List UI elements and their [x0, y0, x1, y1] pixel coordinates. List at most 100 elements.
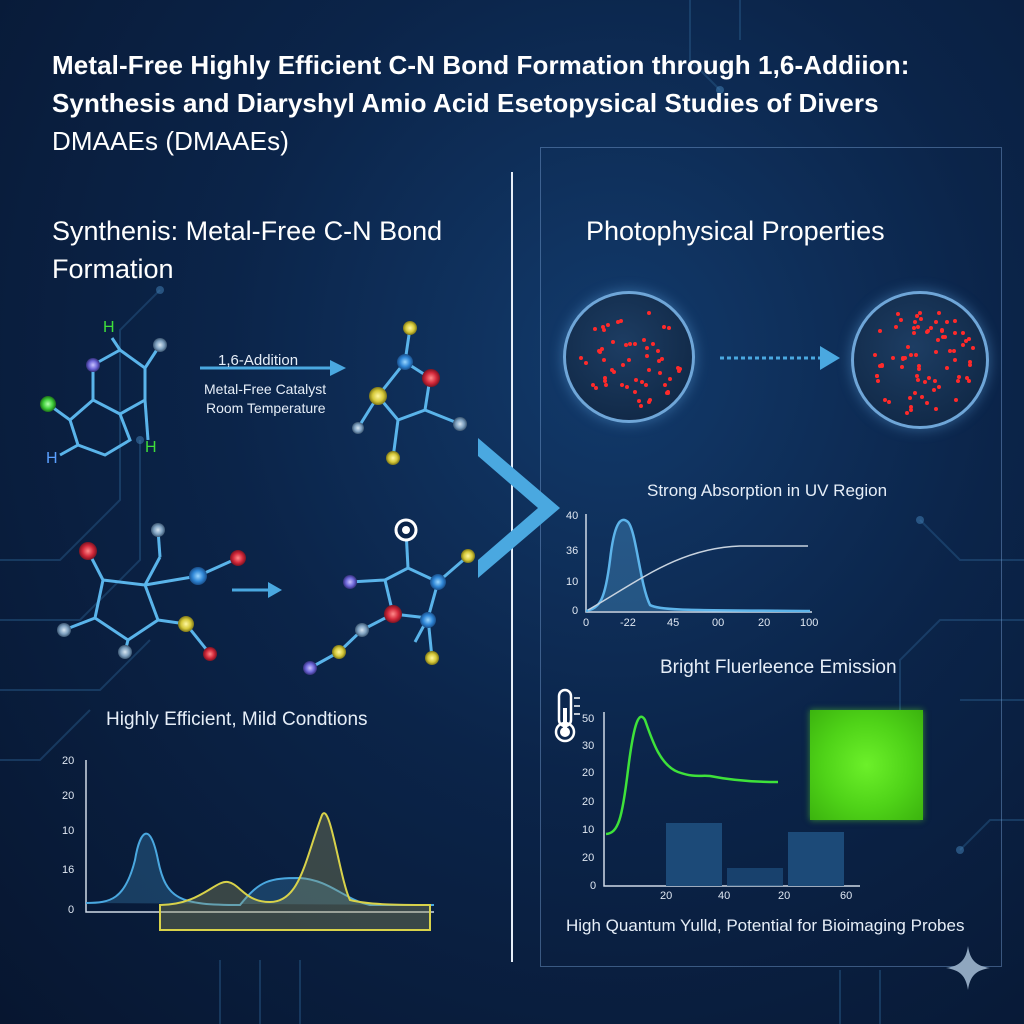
fluorescent-particle: [644, 382, 649, 387]
absorption-x-tick-5: 20: [758, 617, 771, 629]
absorption-y-tick-2: 36: [566, 545, 579, 557]
fluorescent-particle: [616, 319, 621, 324]
emission-y-tick-5: 10: [582, 824, 595, 836]
fluorescent-particle: [666, 389, 671, 394]
fluorescent-particle: [633, 390, 638, 395]
fluorescent-particle: [934, 319, 939, 324]
fluorescent-particle: [639, 379, 644, 384]
fluorescent-particle: [934, 406, 939, 411]
fluorescent-particle: [887, 399, 892, 404]
fluorescent-particle: [964, 338, 969, 343]
fluorescent-particle: [601, 325, 606, 330]
fluorescent-particle: [642, 337, 647, 342]
fluorescent-particle: [657, 359, 662, 364]
fluorescent-particle: [952, 357, 957, 362]
fluorescent-particle: [911, 331, 916, 336]
fluorescent-particle: [951, 348, 956, 353]
efficiency-y-tick-4: 16: [62, 864, 75, 876]
fluorescent-particle: [967, 363, 972, 368]
fluorescent-particle: [937, 385, 942, 390]
fluorescent-particle: [913, 353, 918, 358]
emission-x-tick-2: 40: [718, 890, 731, 902]
fluorescent-particle: [600, 347, 605, 352]
chevron-right-icon: [478, 438, 560, 578]
emission-y-tick-7: 0: [590, 880, 597, 892]
efficiency-y-tick-2: 20: [62, 790, 75, 802]
fluorescent-particle: [609, 367, 614, 372]
fluorescent-particle: [945, 319, 950, 324]
fluorescent-particle: [590, 382, 595, 387]
fluorescent-particle: [916, 378, 921, 383]
condition-catalyst: Metal-Free Catalyst: [204, 381, 327, 397]
fluorescent-particle: [883, 397, 888, 402]
fluorescent-particle: [915, 324, 920, 329]
fluorescent-particle: [676, 369, 681, 374]
fluorescent-particle: [644, 346, 649, 351]
efficiency-y-tick-3: 10: [62, 825, 75, 837]
fluorescent-particle: [611, 370, 616, 375]
fluorescent-particle: [601, 357, 606, 362]
fluorescent-particle: [602, 328, 607, 333]
fluorescent-particle: [877, 363, 882, 368]
fluorescent-particle: [661, 324, 666, 329]
petri-dish-before: [563, 291, 695, 423]
fluorescent-particle: [668, 376, 673, 381]
fluorescent-particle: [926, 376, 931, 381]
fluorescent-particle: [651, 341, 656, 346]
fluorescent-particle: [912, 325, 917, 330]
fluorescent-particle: [633, 378, 638, 383]
efficiency-y-tick-5: 0: [68, 904, 75, 916]
fluorescent-particle: [942, 334, 947, 339]
fluorescent-particle: [604, 383, 609, 388]
fluorescent-particle: [933, 349, 938, 354]
fluorescent-particle: [626, 357, 631, 362]
fluorescent-particle: [896, 312, 901, 317]
emission-y-tick-4: 20: [582, 796, 595, 808]
fluorescent-particle: [931, 387, 936, 392]
emission-y-tick-2: 30: [582, 740, 595, 752]
synthesis-heading-line-2: Formation: [52, 254, 174, 284]
fluorescent-particle: [902, 356, 907, 361]
fluorescent-particle: [919, 395, 924, 400]
fluorescent-particle: [880, 363, 885, 368]
emission-x-tick-3: 20: [778, 890, 791, 902]
fluorescent-particle: [912, 391, 917, 395]
fluorescent-particle: [666, 325, 671, 330]
absorption-y-tick-3: 10: [566, 576, 579, 588]
fluorescent-particle: [628, 342, 633, 346]
fluorescent-particle: [618, 318, 623, 323]
fluorescent-particle: [636, 399, 641, 404]
fluorescent-particle: [906, 345, 911, 350]
panel-divider: [511, 172, 513, 962]
fluorescent-particle: [954, 397, 959, 402]
fluorescent-particle: [914, 374, 919, 379]
fluorescent-particle: [916, 366, 921, 371]
fluorescent-particle: [933, 378, 938, 383]
fluorescent-particle: [620, 383, 625, 388]
fluorescence-micrograph: [810, 710, 923, 820]
fluorescent-particle: [675, 365, 680, 370]
fluorescent-particle: [960, 331, 965, 336]
fluorescent-particle: [916, 363, 921, 368]
fluorescent-particle: [678, 366, 683, 371]
emission-y-tick-6: 20: [582, 852, 595, 864]
fluorescent-particle: [875, 374, 880, 379]
efficiency-y-tick-1: 20: [62, 755, 75, 767]
fluorescent-particle: [620, 362, 625, 367]
fluorescent-particle: [961, 342, 966, 347]
fluorescent-particle: [947, 348, 952, 353]
main-title-line-3: DMAAEs (DMAAEs): [52, 126, 289, 156]
fluorescent-particle: [925, 329, 930, 334]
fluorescent-particle: [890, 356, 895, 361]
fluorescent-particle: [611, 340, 616, 345]
fluorescent-particle: [639, 404, 644, 409]
absorption-x-tick-1: 0: [583, 617, 590, 629]
fluorescent-particle: [952, 318, 957, 323]
